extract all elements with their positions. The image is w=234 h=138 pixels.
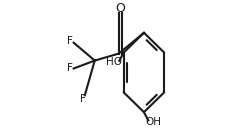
Text: HO: HO bbox=[106, 57, 122, 67]
Text: F: F bbox=[80, 94, 86, 104]
Text: F: F bbox=[67, 36, 73, 46]
Text: F: F bbox=[67, 63, 73, 74]
Text: O: O bbox=[115, 2, 125, 15]
Text: OH: OH bbox=[146, 117, 162, 127]
